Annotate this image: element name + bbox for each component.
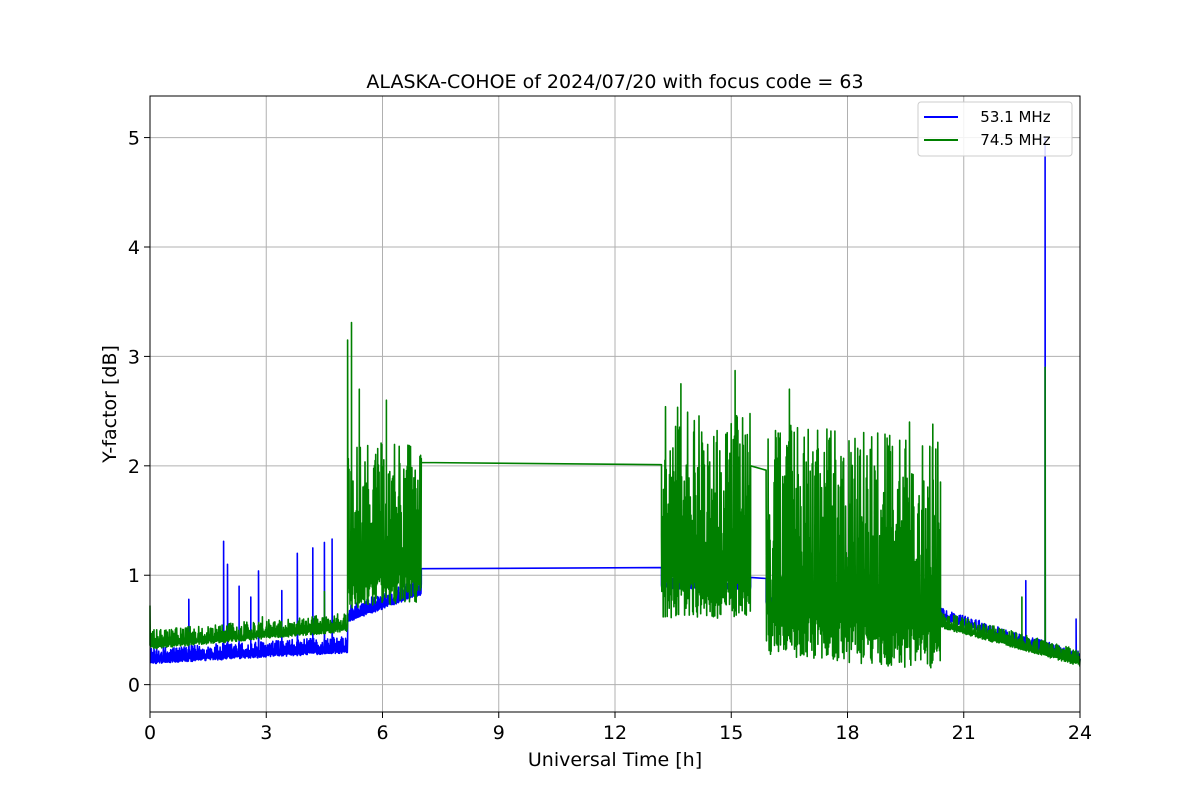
y-axis: 0 1 2 3 4 5 bbox=[128, 128, 150, 697]
legend-label-53mhz: 53.1 MHz bbox=[966, 108, 1051, 126]
x-axis: 0 3 6 9 12 15 18 21 24 bbox=[144, 712, 1092, 744]
y-tick-label: 2 bbox=[128, 456, 140, 478]
legend-label-74mhz: 74.5 MHz bbox=[966, 131, 1051, 149]
x-tick-label: 9 bbox=[493, 722, 505, 744]
chart-title: ALASKA-COHOE of 2024/07/20 with focus co… bbox=[366, 71, 863, 93]
legend: 53.1 MHz 74.5 MHz bbox=[917, 101, 1073, 157]
x-tick-label: 15 bbox=[719, 722, 743, 744]
x-tick-label: 3 bbox=[260, 722, 272, 744]
series-line-1 bbox=[149, 321, 1081, 669]
y-tick-label: 4 bbox=[128, 237, 140, 259]
y-tick-label: 1 bbox=[128, 565, 140, 587]
x-tick-label: 24 bbox=[1068, 722, 1092, 744]
x-axis-label: Universal Time [h] bbox=[528, 749, 702, 771]
y-tick-label: 0 bbox=[128, 675, 140, 697]
y-tick-label: 3 bbox=[128, 346, 140, 368]
series-layer bbox=[149, 136, 1081, 669]
x-tick-label: 18 bbox=[835, 722, 859, 744]
x-tick-label: 6 bbox=[376, 722, 388, 744]
x-tick-label: 21 bbox=[952, 722, 976, 744]
y-axis-label: Y-factor [dB] bbox=[99, 345, 121, 464]
y-tick-label: 5 bbox=[128, 128, 140, 150]
legend-box bbox=[917, 101, 1073, 157]
x-tick-label: 0 bbox=[144, 722, 156, 744]
x-tick-label: 12 bbox=[603, 722, 627, 744]
